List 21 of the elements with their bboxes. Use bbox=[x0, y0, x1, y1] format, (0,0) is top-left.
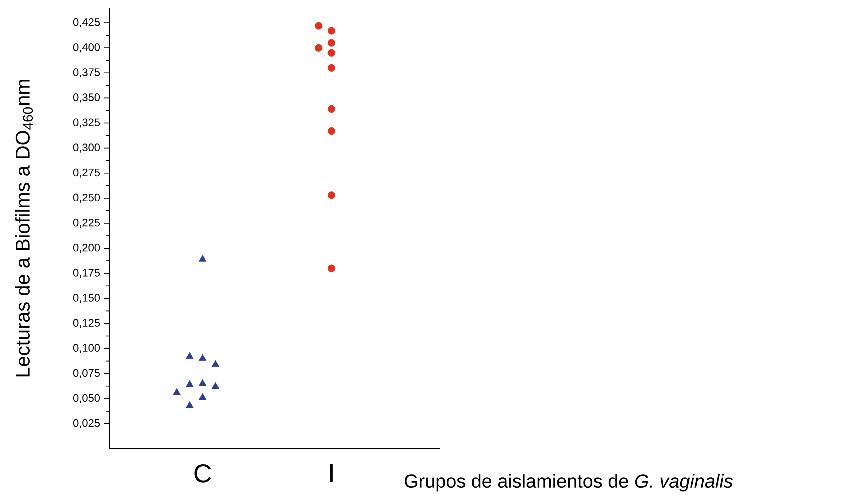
y-tick-label: 0,200 bbox=[73, 244, 100, 254]
y-tick-label: 0,125 bbox=[73, 319, 100, 328]
y-tick-label: 0,325 bbox=[73, 118, 100, 128]
y-tick-label: 0,275 bbox=[73, 168, 100, 178]
x-tick-label: C bbox=[194, 464, 212, 483]
y-tick-label: 0,350 bbox=[73, 94, 100, 103]
y-tick-label: 0,050 bbox=[73, 394, 100, 404]
y-tick-label: 0,400 bbox=[73, 44, 100, 53]
x-axis-title: Grupos de aislamientos de G. vaginalis bbox=[404, 474, 733, 492]
y-tick-label: 0,425 bbox=[73, 18, 100, 28]
y-tick-label: 0,100 bbox=[73, 344, 100, 354]
y-axis-title: Lecturas de a Biofilms a DO$_{460}$nm bbox=[15, 80, 34, 377]
y-tick-label: 0,375 bbox=[73, 68, 100, 78]
x-tick-label: I bbox=[330, 464, 333, 482]
y-tick-label: 0,075 bbox=[73, 369, 100, 378]
y-tick-label: 0,025 bbox=[73, 419, 100, 428]
y-tick-label: 0,250 bbox=[73, 194, 100, 203]
y-tick-label: 0,150 bbox=[73, 294, 100, 304]
y-tick-label: 0,175 bbox=[73, 269, 100, 278]
y-tick-label: 0,225 bbox=[73, 218, 100, 228]
y-tick-label: 0,300 bbox=[73, 144, 100, 153]
